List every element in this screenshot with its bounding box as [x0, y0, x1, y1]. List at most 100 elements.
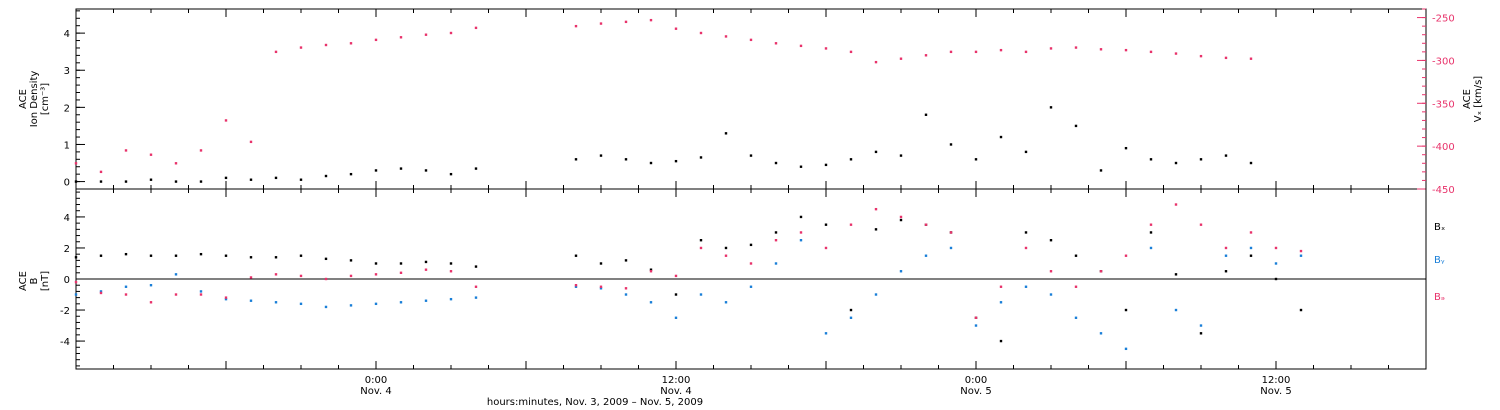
bottom-series-0-point — [849, 308, 853, 312]
bottom-series-1-point — [1299, 254, 1303, 257]
top-series-0-point — [674, 159, 678, 163]
bottom-series-2-point — [1074, 285, 1078, 288]
top-series-1-point — [1049, 47, 1053, 50]
top-series-1-point — [799, 44, 803, 48]
bottom-series-0-point — [724, 246, 728, 250]
bottom-series-2-point — [924, 223, 928, 226]
bottom-series-0-point — [699, 239, 703, 242]
top-series-0-point — [574, 158, 578, 161]
top-series-0-point — [249, 178, 253, 181]
legend-bx: Bₓ — [1434, 222, 1445, 233]
top-series-1-point — [899, 57, 903, 60]
top-series-0-point — [649, 161, 653, 165]
top-left-y-axis-ticks: 0 1 2 3 4 — [64, 10, 85, 190]
top-right-y-axis-ticks: -250 -300 -350 -400 -450 — [1417, 8, 1455, 196]
top-series-0-point — [849, 158, 853, 161]
top-left-axis-title-line-3: [cm⁻³] — [40, 83, 51, 115]
bottom-series-1-point — [399, 301, 403, 304]
legend-by: Bᵧ — [1434, 255, 1445, 266]
bottom-series-2-point — [699, 246, 703, 250]
top-series-1-point — [1024, 50, 1028, 54]
bottom-series-2-point — [124, 293, 128, 296]
top-series-1-point — [1099, 48, 1103, 51]
top-series-1-point — [149, 153, 153, 156]
bottom-series-1-point — [1174, 308, 1178, 312]
top-series-1-point — [1074, 46, 1078, 49]
bottom-series-1-point — [474, 296, 478, 299]
top-left-tick-label: 0 — [64, 178, 70, 189]
top-series-1-point — [74, 162, 78, 165]
bottom-series-1-point — [874, 293, 878, 296]
bottom-series-2-point — [149, 301, 153, 304]
bottom-series-0-point — [299, 254, 303, 257]
top-series-0-point — [599, 154, 603, 157]
top-series-1-point — [199, 149, 203, 152]
bottom-series-2-point — [324, 277, 328, 281]
top-series-0-point — [799, 165, 803, 168]
x-axis-title: hours:minutes, Nov. 3, 2009 – Nov. 5, 20… — [487, 397, 703, 408]
top-series-1-point — [749, 38, 753, 42]
bottom-series-1-point — [799, 239, 803, 242]
top-panel-frame — [75, 8, 1427, 190]
top-series-1-point — [1199, 54, 1203, 58]
top-series-0-point — [724, 132, 728, 135]
bottom-series-2-point — [974, 316, 978, 319]
top-series-0-point — [399, 167, 403, 170]
top-series-1-point — [374, 38, 378, 42]
top-series-1-point — [624, 20, 628, 24]
bottom-series-0-point — [399, 262, 403, 265]
top-series-0-point — [1249, 161, 1253, 165]
top-series-0-point — [74, 180, 78, 183]
top-series-0-point — [1174, 161, 1178, 165]
top-series-1-point — [849, 50, 853, 54]
bottom-series-1-point — [674, 316, 678, 319]
bottom-series-1-point — [124, 285, 128, 288]
bottom-series-1-point — [349, 304, 353, 307]
top-series-0-point — [749, 154, 753, 157]
bottom-series-0-point — [249, 256, 253, 259]
bottom-series-2-point — [749, 262, 753, 265]
bottom-series-1-point — [149, 284, 153, 287]
bottom-series-1-point — [224, 297, 228, 301]
bottom-series-0-point — [349, 259, 353, 262]
top-right-tick-label: -450 — [1432, 185, 1455, 196]
bottom-left-axis-title-line-3: [nT] — [40, 271, 51, 291]
bottom-series-0-point — [1024, 231, 1028, 234]
bottom-series-1-point — [1149, 246, 1153, 250]
top-series-1-point — [974, 50, 978, 54]
bottom-series-1-point — [1049, 293, 1053, 296]
top-series-1-point — [724, 35, 728, 38]
top-series-1-point — [874, 60, 878, 64]
top-series-1-point — [999, 48, 1003, 52]
bottom-series-1-point — [374, 302, 378, 306]
top-series-1-point — [1174, 52, 1178, 55]
top-right-axis-title-line-1: ACE — [1462, 89, 1473, 109]
top-series-1-point — [1124, 48, 1128, 52]
bottom-series-2-point — [199, 293, 203, 296]
bottom-series-2-point — [1224, 246, 1228, 250]
bottom-series-1-point — [199, 290, 203, 293]
bottom-series-2-point — [899, 215, 903, 219]
top-series-0-point — [1124, 146, 1128, 150]
bottom-series-0-point — [1299, 308, 1303, 312]
top-series-0-point — [1024, 150, 1028, 154]
bottom-series-0-point — [999, 339, 1003, 343]
bottom-series-1-point — [1224, 254, 1228, 257]
top-series-0-point — [224, 176, 228, 180]
bottom-series-2-point — [1124, 254, 1128, 257]
bottom-series-2-point — [649, 270, 653, 273]
top-series-0-point — [124, 180, 128, 183]
x-tick-time-label: 12:00 — [662, 375, 691, 386]
bottom-series-1-point — [849, 316, 853, 319]
bottom-series-2-point — [599, 285, 603, 288]
top-series-0-point — [624, 158, 628, 161]
bottom-series-1-point — [1199, 324, 1203, 327]
bottom-series-0-point — [1224, 270, 1228, 273]
bottom-series-2-point — [874, 207, 878, 211]
top-series-0-point — [349, 172, 353, 176]
bottom-series-1-point — [624, 293, 628, 296]
top-series-0-point — [949, 143, 953, 146]
top-series-0-point — [1099, 169, 1103, 172]
top-series-1-point — [774, 42, 778, 45]
